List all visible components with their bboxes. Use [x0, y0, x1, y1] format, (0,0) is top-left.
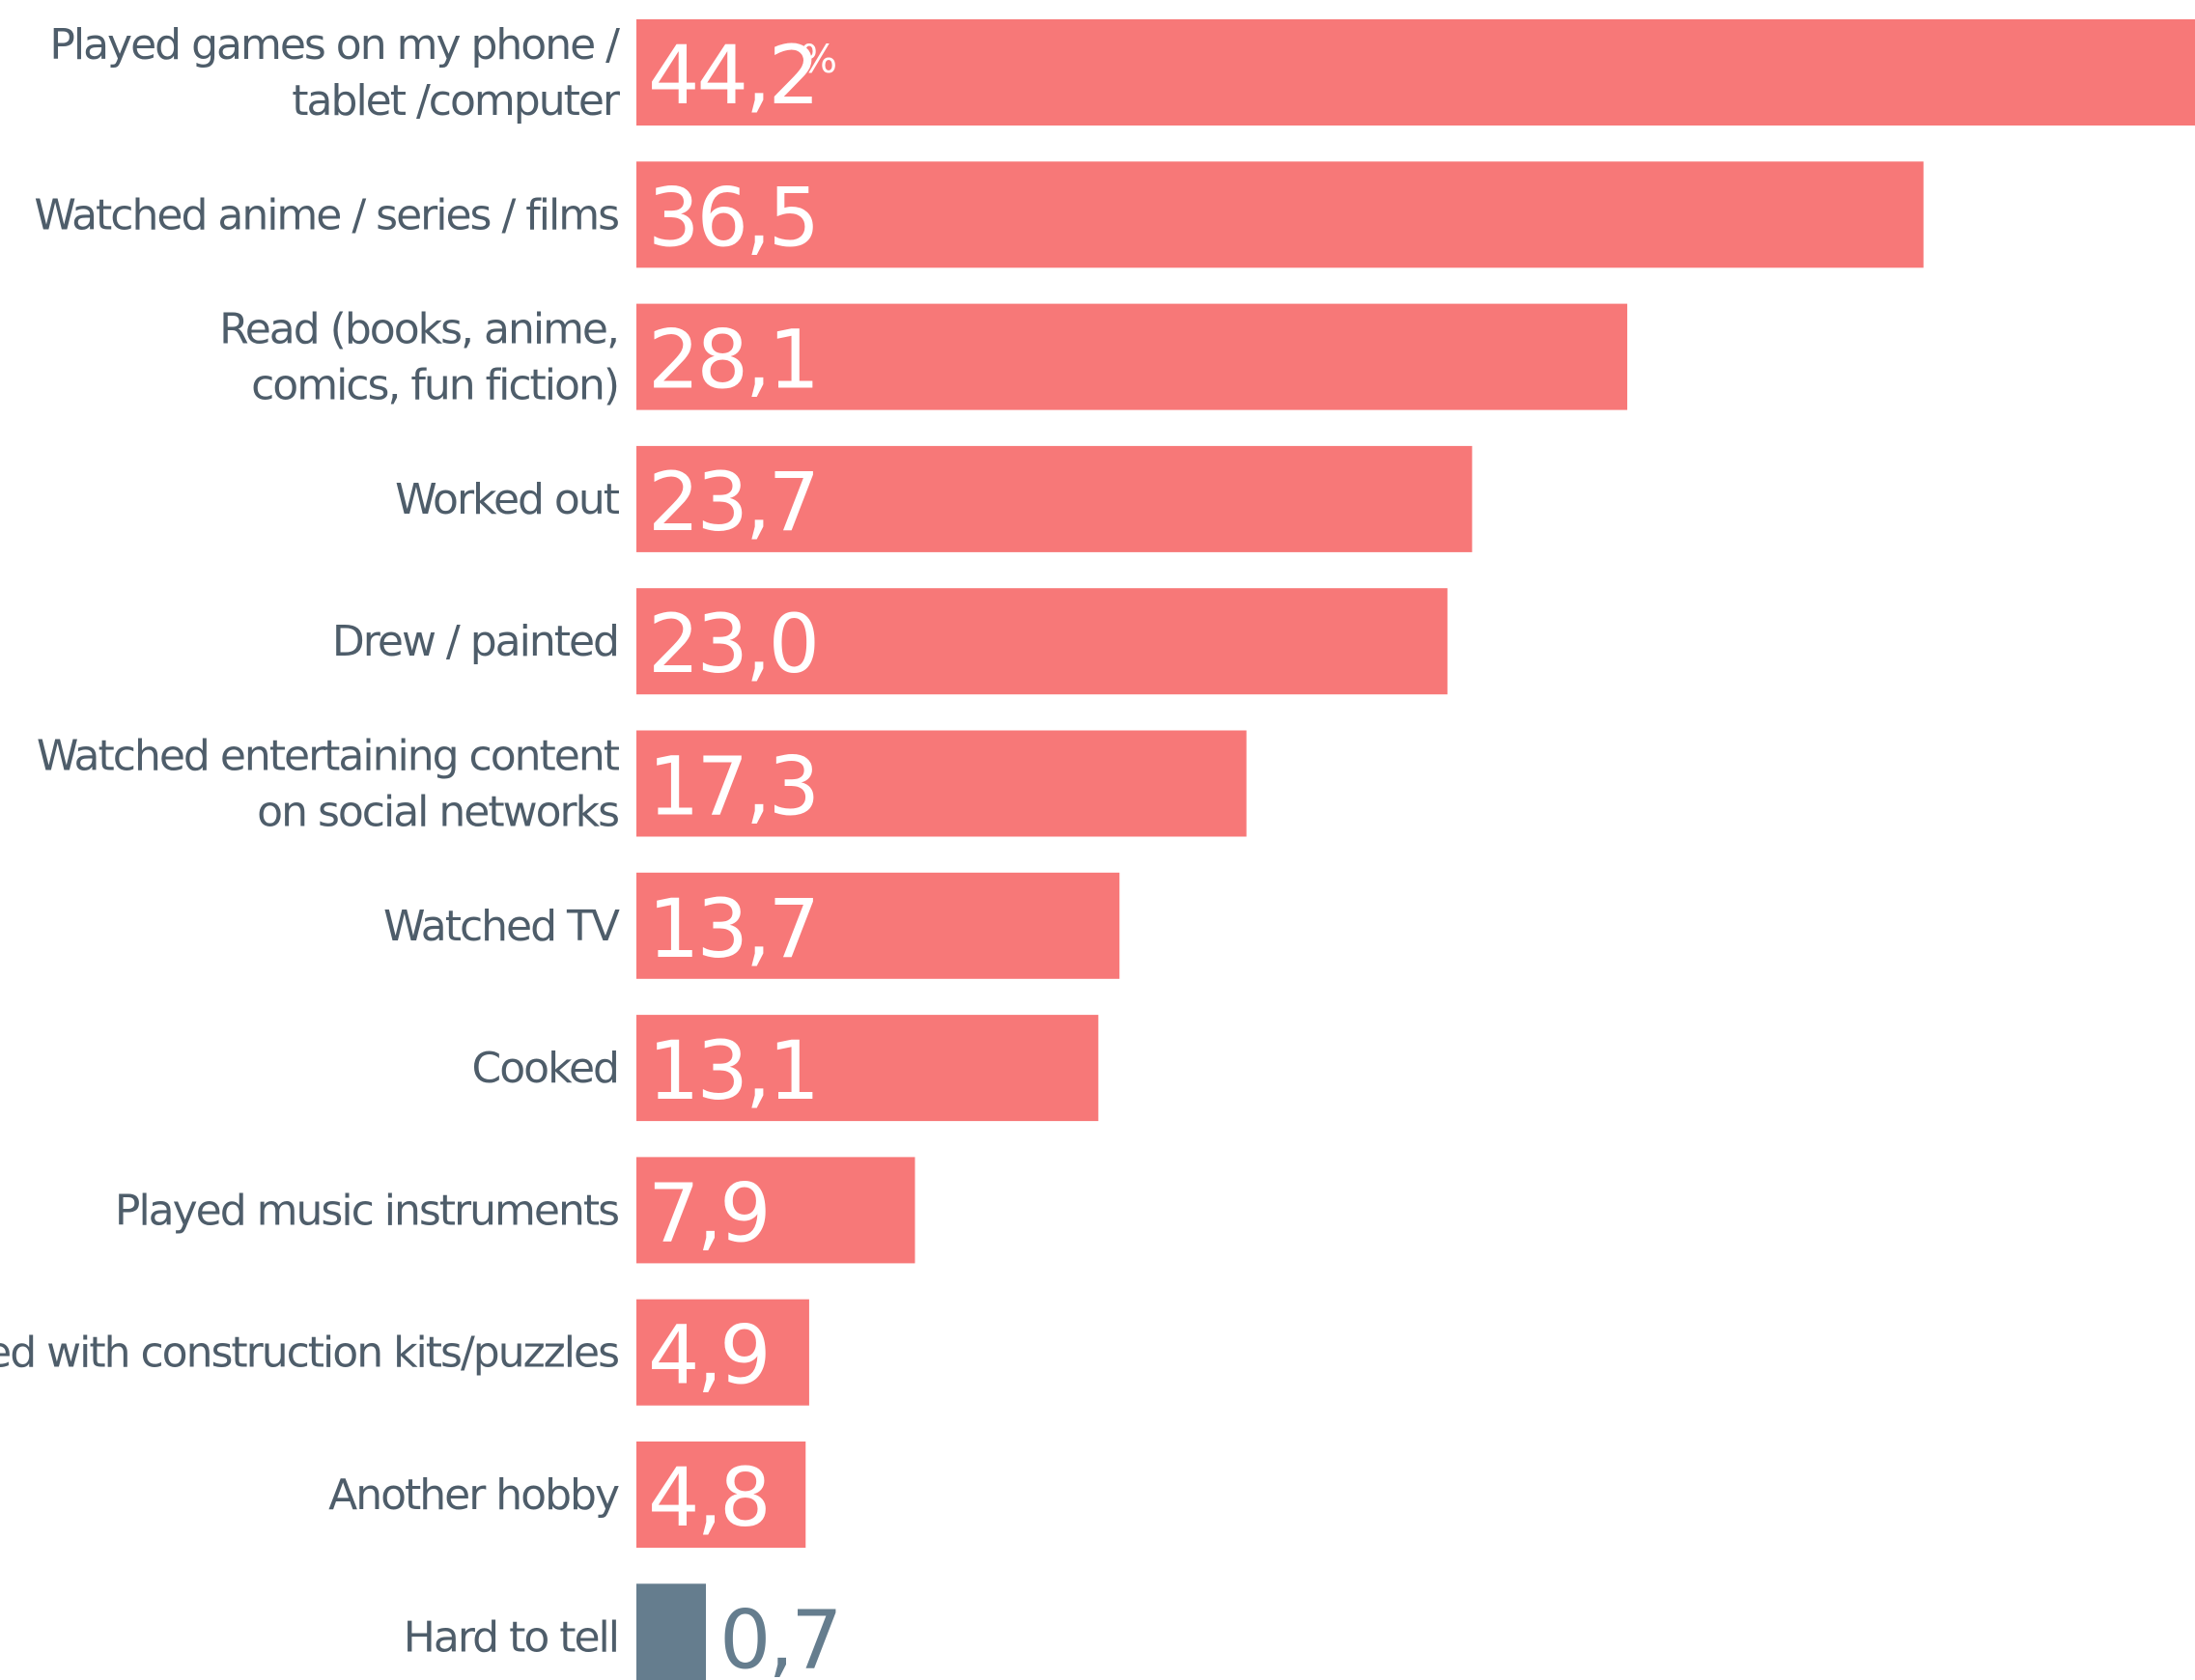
bar-0 — [636, 19, 2195, 126]
category-label-9: Played with construction kits/puzzles — [0, 1329, 618, 1378]
bar-8 — [636, 1157, 915, 1264]
category-label-6: Watched TV — [383, 902, 620, 951]
bar-10 — [636, 1442, 806, 1548]
value-label-11: 0,7 — [719, 1592, 840, 1680]
value-label-8: 7,9 — [648, 1165, 769, 1260]
bar-3 — [636, 445, 1473, 552]
category-label-7: Cooked — [472, 1044, 618, 1093]
value-label-1: 36,5 — [648, 170, 817, 265]
category-label-2: Read (books, anime, comics, fun fiction) — [219, 305, 618, 410]
bar-1 — [636, 161, 1924, 268]
category-label-0: Played games on my phone / tablet /comput… — [49, 20, 621, 126]
value-label-0: 44,2 — [648, 28, 817, 123]
bars-layer: 44,2% Played games on my phone / tablet /c… — [0, 19, 2195, 1680]
bar-7 — [636, 1015, 1099, 1122]
category-label-1: Watched anime / series / films — [34, 190, 618, 239]
bar-4 — [636, 588, 1448, 695]
value-label-7: 13,1 — [648, 1023, 817, 1118]
bar-6 — [636, 872, 1120, 979]
bar-5 — [636, 730, 1247, 837]
value-label-6: 13,7 — [648, 882, 817, 976]
category-label-11: Hard to tell — [404, 1612, 618, 1662]
category-label-8: Played music instruments — [115, 1186, 618, 1235]
value-label-3: 23,7 — [648, 455, 817, 549]
bar-11 — [636, 1583, 706, 1680]
unit-label: % — [801, 38, 837, 82]
bar-2 — [636, 303, 1628, 410]
category-label-10: Another hobby — [328, 1470, 619, 1520]
category-label-3: Worked out — [395, 475, 620, 524]
category-label-5: Watched entertaining content on social ne… — [37, 732, 620, 837]
value-label-5: 17,3 — [648, 740, 817, 834]
bar-9 — [636, 1299, 809, 1406]
value-label-2: 28,1 — [648, 313, 817, 407]
value-label-10: 4,8 — [648, 1450, 769, 1545]
value-label-4: 23,0 — [648, 597, 817, 691]
value-label-9: 4,9 — [648, 1308, 769, 1403]
category-label-4: Drew / painted — [332, 617, 618, 666]
